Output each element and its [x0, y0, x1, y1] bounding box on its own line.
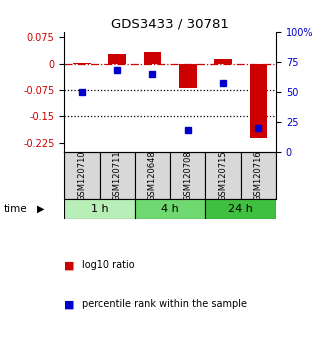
Bar	[179, 64, 196, 87]
Bar	[64, 199, 135, 219]
Text: GSM120710: GSM120710	[77, 150, 86, 201]
Bar	[108, 54, 126, 64]
Text: ▶: ▶	[37, 204, 44, 214]
Bar	[241, 152, 276, 199]
Text: percentile rank within the sample: percentile rank within the sample	[82, 299, 247, 309]
Bar	[170, 152, 205, 199]
Bar	[249, 64, 267, 138]
Text: log10 ratio: log10 ratio	[82, 261, 134, 270]
Bar	[64, 152, 100, 199]
Bar	[143, 52, 161, 64]
Text: GSM120648: GSM120648	[148, 150, 157, 201]
Bar	[100, 152, 135, 199]
Text: 4 h: 4 h	[161, 204, 179, 214]
Text: ■: ■	[64, 261, 75, 270]
Text: 24 h: 24 h	[228, 204, 253, 214]
Bar	[214, 59, 232, 64]
Bar	[135, 199, 205, 219]
Text: GSM120708: GSM120708	[183, 150, 192, 201]
Text: time: time	[3, 204, 27, 214]
Text: ■: ■	[64, 299, 75, 309]
Text: GSM120715: GSM120715	[219, 150, 228, 201]
Bar	[205, 199, 276, 219]
Title: GDS3433 / 30781: GDS3433 / 30781	[111, 18, 229, 31]
Text: GSM120711: GSM120711	[113, 150, 122, 201]
Bar	[135, 152, 170, 199]
Text: 1 h: 1 h	[91, 204, 108, 214]
Bar	[205, 152, 241, 199]
Text: GSM120716: GSM120716	[254, 150, 263, 201]
